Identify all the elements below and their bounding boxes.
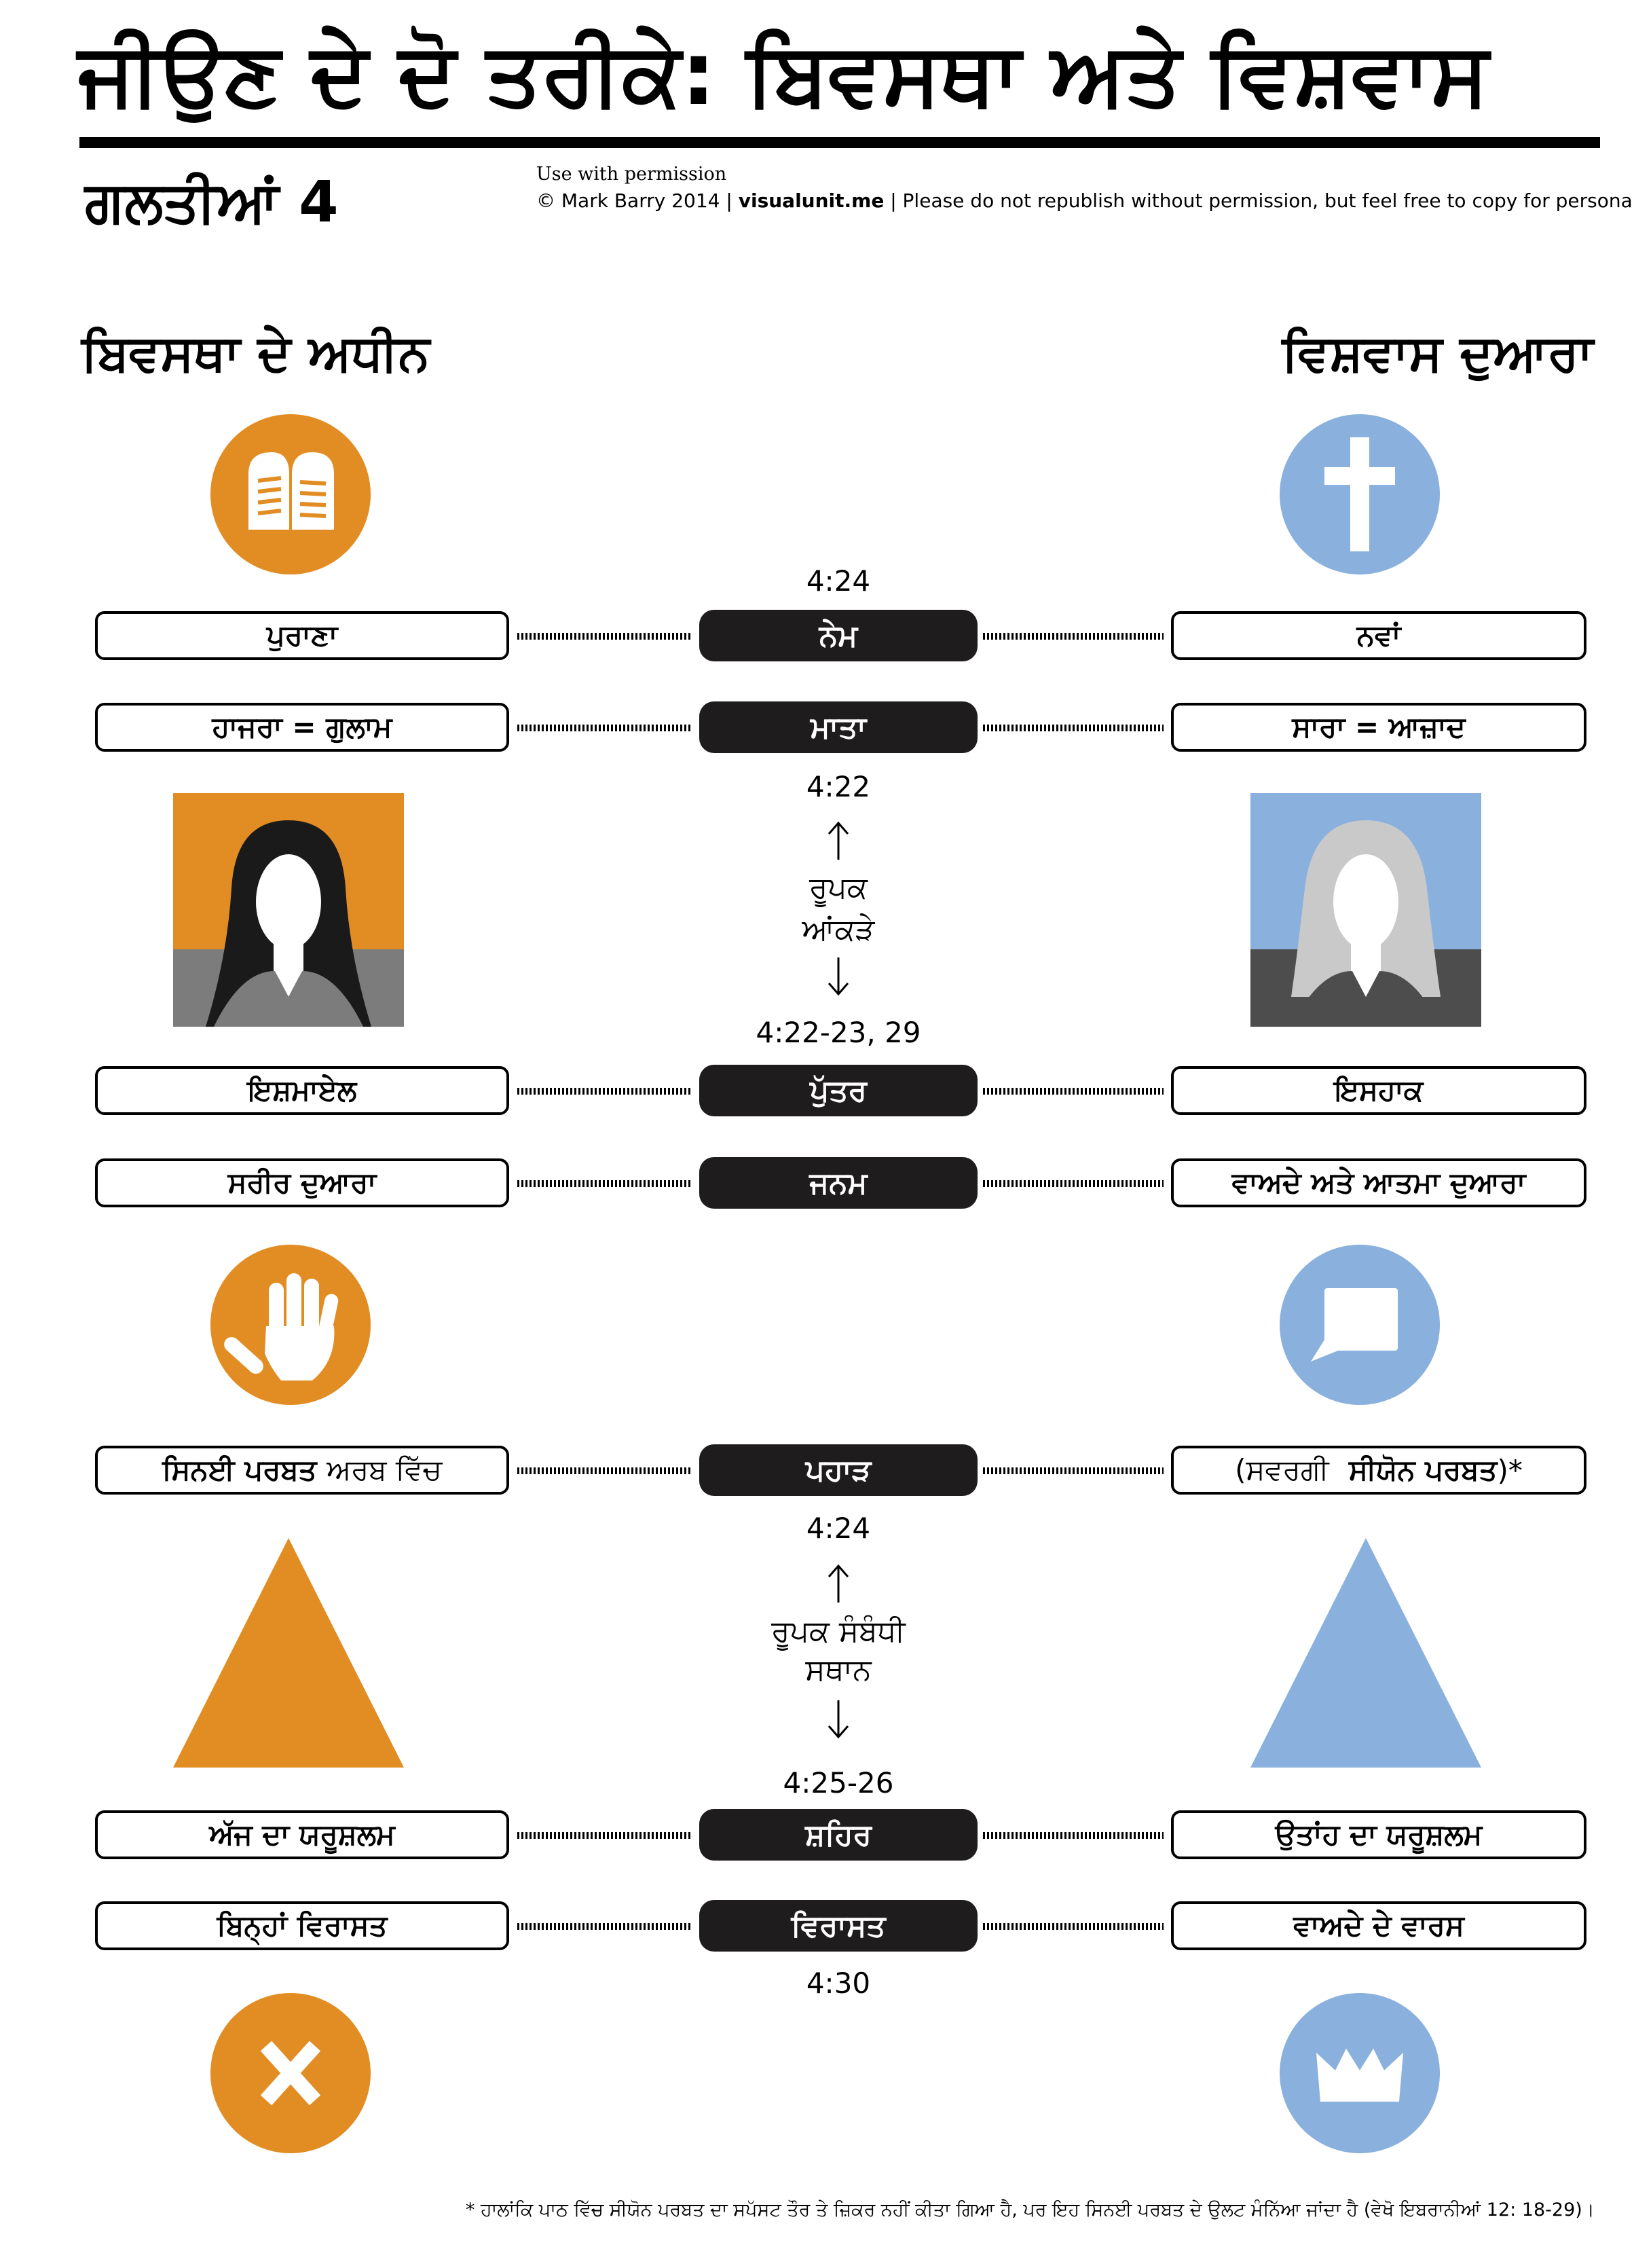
dotted-connector (983, 1180, 1164, 1187)
figures-label-line2: ਆਂਕੜੇ (802, 913, 875, 947)
footnote: * ਹਾਲਾਂਕਿ ਪਾਠ ਵਿੱਚ ਸੀਯੋਨ ਪਰਬਤ ਦਾ ਸਪੱਸਟ ਤ… (465, 2199, 1595, 2220)
left-box-inheritance: ਬਿਨ੍ਹਾਂ ਵਿਰਾਸਤ (95, 1901, 509, 1950)
page-subtitle: ਗਲਤੀਆਂ 4 (85, 168, 339, 235)
raised-hand-icon (210, 1245, 371, 1405)
republish-notice: Please do not republish without permissi… (902, 189, 1634, 212)
figures-label-line1: ਰੂਪਕ (809, 871, 868, 905)
cross-icon (1280, 414, 1440, 574)
right-box-mother: ਸਾਰਾ = ਆਜ਼ਾਦ (1171, 703, 1586, 752)
left-box-covenant: ਪੁਰਾਣਾ (95, 611, 509, 660)
center-pill-mountain: ਪਹਾੜ (699, 1444, 978, 1496)
places-arrow (818, 1562, 859, 1741)
left-box-mother: ਹਾਜਰਾ = ਗੁਲਾਮ (95, 703, 509, 752)
right-box-city: ਉਤਾਂਹ ਦਾ ਯਰੂਸ਼ਲਮ (1171, 1810, 1586, 1859)
copyright-line: © Mark Barry 2014 | visualunit.me | Plea… (536, 189, 1634, 213)
copyright-text: © Mark Barry 2014 (536, 189, 720, 212)
right-box-birth: ਵਾਅਦੇ ਅਤੇ ਆਤਮਾ ਦੁਆਰਾ (1171, 1158, 1586, 1207)
right-box-covenant: ਨਵਾਂ (1171, 611, 1586, 660)
left-box-mountain: ਸਿਨਈ ਪਰਬਤ ਅਰਬ ਵਿੱਚ (95, 1446, 509, 1495)
places-label-line2: ਸਥਾਨ (805, 1653, 872, 1687)
zion-label: ਸੀਯੋਨ ਪਰਬਤ (1348, 1453, 1498, 1486)
hagar-portrait (173, 793, 404, 1027)
dotted-connector (983, 633, 1164, 640)
zion-suffix: )* (1497, 1453, 1523, 1487)
dotted-connector (983, 1088, 1164, 1095)
reference-son: 4:22-23, 29 (756, 1016, 921, 1049)
center-pill-birth: ਜਨਮ (699, 1157, 978, 1209)
reference-inheritance: 4:30 (806, 1967, 871, 2000)
center-pill-covenant: ਨੇਮ (699, 610, 978, 661)
orange-triangle (173, 1538, 404, 1768)
right-box-inheritance: ਵਾਅਦੇ ਦੇ ਵਾਰਸ (1171, 1901, 1586, 1950)
sinai-location: ਅਰਬ ਵਿੱਚ (327, 1453, 443, 1486)
dotted-connector (983, 1832, 1164, 1839)
center-pill-city: ਸ਼ਹਿਰ (699, 1809, 978, 1861)
dotted-connector (517, 1832, 692, 1839)
title-divider (79, 137, 1600, 148)
left-box-city: ਅੱਜ ਦਾ ਯਰੂਸ਼ਲਮ (95, 1810, 509, 1859)
right-box-mountain: (ਸਵਰਗੀ ਸੀਯੋਨ ਪਰਬਤ)* (1171, 1446, 1586, 1495)
dotted-connector (517, 725, 692, 731)
dotted-connector (517, 1088, 692, 1095)
dotted-connector (517, 633, 692, 640)
left-column-heading: ਬਿਵਸਥਾ ਦੇ ਅਧੀਨ (81, 324, 430, 382)
dotted-connector (517, 1180, 692, 1187)
permission-note: Use with permission (536, 164, 727, 185)
x-icon (210, 1993, 371, 2153)
figures-arrow (818, 819, 859, 998)
sinai-label: ਸਿਨਈ ਪਰਬਤ (162, 1453, 317, 1486)
page-title: ਜੀਉਣ ਦੇ ਦੋ ਤਰੀਕੇ: ਬਿਵਸਥਾ ਅਤੇ ਵਿਸ਼ਵਾਸ (78, 24, 1489, 125)
dotted-connector (983, 725, 1164, 731)
center-pill-mother: ਮਾਤਾ (699, 701, 978, 753)
reference-mountain: 4:24 (806, 1512, 871, 1545)
center-pill-son: ਪੁੱਤਰ (699, 1065, 978, 1116)
places-label-line1: ਰੂਪਕ ਸੰਬੰਧੀ (771, 1614, 906, 1649)
dotted-connector (983, 1467, 1164, 1474)
sarah-portrait (1250, 793, 1481, 1027)
right-box-son: ਇਸਹਾਕ (1171, 1066, 1586, 1115)
dotted-connector (983, 1923, 1164, 1930)
left-box-birth: ਸਰੀਰ ਦੁਆਰਾ (95, 1158, 509, 1207)
reference-figures: 4:22 (806, 770, 871, 803)
dotted-connector (517, 1467, 692, 1474)
blue-triangle (1250, 1538, 1481, 1768)
site-link[interactable]: visualunit.me (738, 189, 885, 212)
center-pill-inheritance: ਵਿਰਾਸਤ (699, 1900, 978, 1952)
left-box-son: ਇਸ਼ਮਾਏਲ (95, 1066, 509, 1115)
tablets-icon (210, 414, 371, 574)
reference-city: 4:25-26 (783, 1766, 894, 1799)
speech-bubble-icon (1280, 1245, 1440, 1405)
dotted-connector (517, 1923, 692, 1930)
right-column-heading: ਵਿਸ਼ਵਾਸ ਦੁਆਰਾ (1282, 324, 1593, 382)
heavenly-prefix: (ਸਵਰਗੀ (1235, 1453, 1329, 1486)
crown-icon (1280, 1993, 1440, 2153)
reference-covenant: 4:24 (806, 564, 871, 598)
